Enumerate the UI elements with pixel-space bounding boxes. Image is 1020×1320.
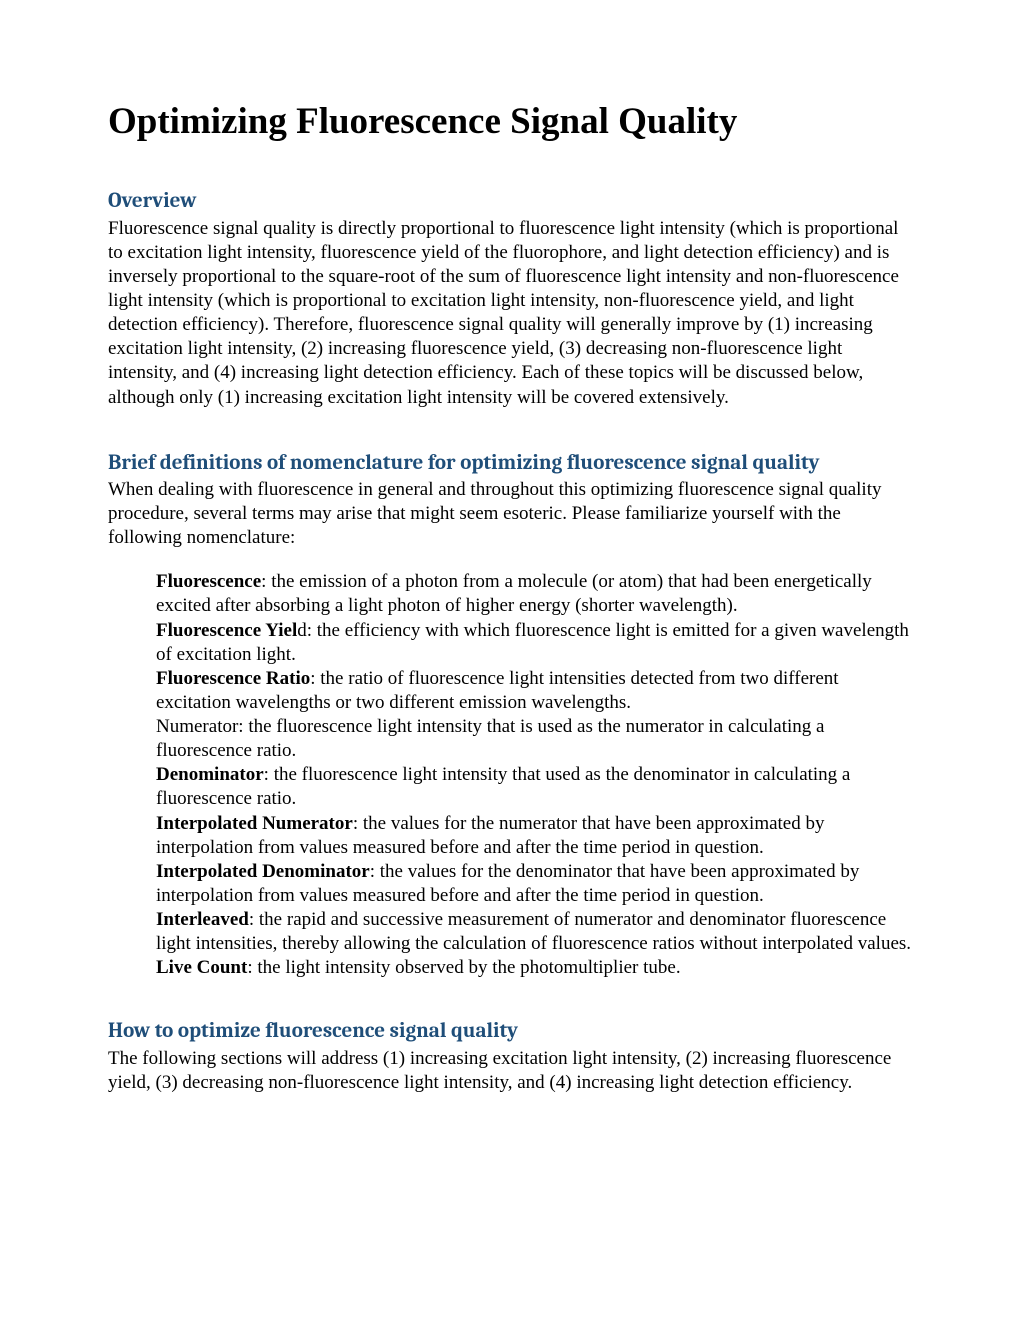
definition-punct: :	[307, 620, 317, 641]
definition-desc: the fluorescence light intensity that is…	[156, 716, 824, 761]
definition-item: Numerator: the fluorescence light intens…	[156, 715, 912, 763]
definition-term: Fluorescence Ratio	[156, 668, 310, 689]
definition-item: Interleaved: the rapid and successive me…	[156, 908, 912, 956]
definition-term-plain: Numerator:	[156, 716, 248, 737]
howto-body: The following sections will address (1) …	[108, 1047, 912, 1095]
definition-item: Fluorescence: the emission of a photon f…	[156, 570, 912, 618]
overview-body: Fluorescence signal quality is directly …	[108, 217, 912, 410]
document-page: Optimizing Fluorescence Signal Quality O…	[0, 0, 1020, 1320]
definition-item: Interpolated Denominator: the values for…	[156, 860, 912, 908]
definition-term: Live Count	[156, 957, 247, 978]
defs-intro: When dealing with fluorescence in genera…	[108, 478, 912, 550]
definition-punct: :	[353, 813, 363, 834]
definition-item: Live Count: the light intensity observed…	[156, 956, 912, 980]
definition-term: Fluorescence	[156, 571, 261, 592]
definition-term: Interpolated Denominator	[156, 861, 370, 882]
definition-item: Fluorescence Ratio: the ratio of fluores…	[156, 667, 912, 715]
definition-desc: the light intensity observed by the phot…	[257, 957, 680, 978]
definition-term: Interleaved	[156, 909, 249, 930]
definition-punct: :	[261, 571, 271, 592]
definition-item: Interpolated Numerator: the values for t…	[156, 812, 912, 860]
section-heading-defs: Brief definitions of nomenclature for op…	[108, 450, 912, 476]
section-heading-howto: How to optimize fluorescence signal qual…	[108, 1018, 912, 1044]
definition-desc: the rapid and successive measurement of …	[156, 909, 911, 954]
document-title: Optimizing Fluorescence Signal Quality	[108, 100, 912, 144]
section-heading-overview: Overview	[108, 188, 912, 214]
definition-item: Fluorescence Yield: the efficiency with …	[156, 619, 912, 667]
definition-term: Denominator	[156, 764, 264, 785]
definition-list: Fluorescence: the emission of a photon f…	[156, 570, 912, 980]
definition-item: Denominator: the fluorescence light inte…	[156, 763, 912, 811]
definition-punct: :	[370, 861, 380, 882]
definition-punct: :	[264, 764, 274, 785]
definition-punct: :	[249, 909, 259, 930]
definition-term: Fluorescence Yiel	[156, 620, 297, 641]
definition-punct: :	[310, 668, 320, 689]
definition-punct: :	[247, 957, 257, 978]
definition-term: Interpolated Numerator	[156, 813, 353, 834]
definition-term-tail: d	[297, 620, 307, 641]
